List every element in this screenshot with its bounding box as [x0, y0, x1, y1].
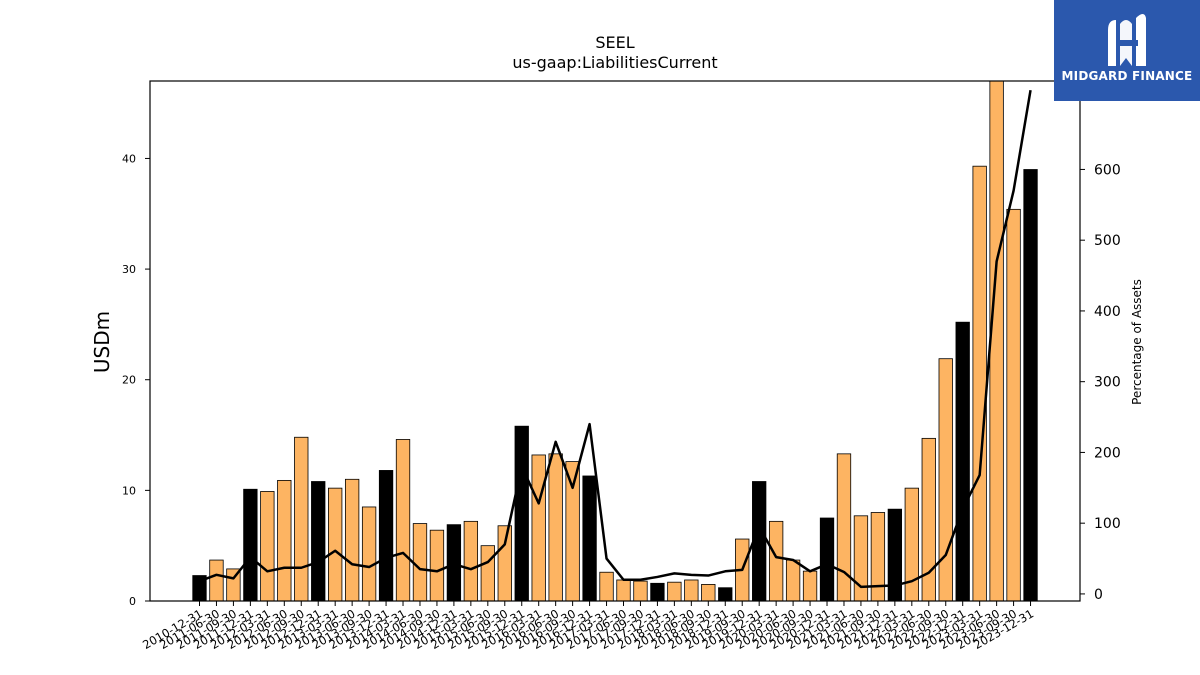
- bar: [294, 436, 309, 601]
- bar: [1006, 208, 1021, 601]
- chart-subtitle: us-gaap:LiabilitiesCurrent: [512, 53, 717, 72]
- y2-tick-label: 600: [1094, 162, 1121, 178]
- logo-text: MIDGARD FINANCE: [1061, 69, 1193, 83]
- bar: [616, 579, 631, 601]
- y-tick-label: 40: [122, 152, 136, 165]
- bar: [785, 559, 801, 601]
- bar: [446, 524, 462, 601]
- y2-tick-label: 200: [1094, 445, 1121, 461]
- y2-tick-label: 500: [1094, 233, 1121, 249]
- bar: [955, 321, 970, 601]
- bar: [802, 570, 818, 601]
- bar: [887, 508, 903, 601]
- bar: [768, 520, 784, 601]
- axes-group: 01020304001002003004005006002010-12-3120…: [122, 80, 1121, 652]
- bar: [921, 437, 936, 601]
- bar: [328, 487, 343, 601]
- bar: [684, 579, 699, 601]
- bar: [243, 488, 258, 601]
- bar: [633, 580, 648, 601]
- bar: [548, 453, 563, 601]
- brand-logo: MIDGARD FINANCE: [1054, 0, 1200, 101]
- bar: [311, 481, 326, 601]
- bar: [1023, 169, 1038, 601]
- y2-tick-label: 100: [1094, 516, 1121, 532]
- bar: [531, 454, 546, 601]
- bar: [938, 358, 953, 601]
- bar: [378, 470, 394, 601]
- bar: [260, 491, 275, 601]
- bar: [904, 487, 919, 601]
- bar: [463, 520, 479, 601]
- bar: [853, 515, 869, 601]
- bar: [650, 582, 665, 601]
- bar: [497, 525, 512, 601]
- bar: [565, 461, 580, 601]
- bar: [480, 545, 495, 601]
- bars-group: [192, 81, 1038, 601]
- bar: [361, 506, 377, 601]
- y2-axis-label: Percentage of Assets: [1130, 279, 1144, 405]
- line-group: [199, 89, 1032, 589]
- bar: [701, 584, 716, 601]
- y-tick-label: 0: [129, 595, 136, 608]
- y-tick-label: 10: [122, 484, 136, 497]
- y-tick-label: 20: [122, 374, 136, 387]
- plot-frame: [149, 80, 1081, 602]
- series-line: [199, 89, 1032, 589]
- bar: [514, 425, 529, 601]
- bar: [209, 559, 224, 601]
- bar: [412, 523, 428, 601]
- y2-tick-label: 400: [1094, 304, 1121, 320]
- bar: [836, 453, 852, 601]
- bar: [667, 581, 682, 601]
- bar: [429, 529, 445, 601]
- bar: [870, 512, 886, 601]
- bar: [395, 439, 411, 601]
- bar: [819, 517, 835, 601]
- bar: [972, 165, 987, 601]
- bar: [344, 478, 360, 601]
- bar: [599, 571, 614, 601]
- y-axis-label: USDm: [90, 311, 114, 373]
- y2-tick-label: 0: [1094, 587, 1103, 603]
- bar: [277, 479, 292, 601]
- y-tick-label: 30: [122, 263, 136, 276]
- chart-title: SEEL: [595, 33, 634, 52]
- midgard-logo-icon: [1108, 14, 1146, 66]
- bar: [718, 587, 733, 601]
- y2-tick-label: 300: [1094, 375, 1121, 391]
- bar: [582, 475, 597, 601]
